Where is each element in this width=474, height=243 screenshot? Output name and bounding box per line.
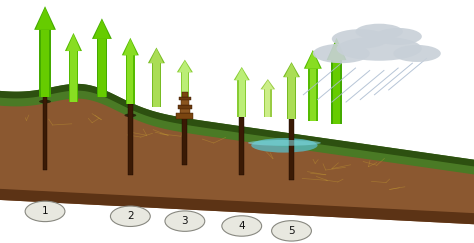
Bar bbox=[237, 79, 246, 117]
Bar bbox=[333, 60, 340, 124]
Bar bbox=[43, 97, 47, 170]
Bar bbox=[265, 89, 270, 117]
Polygon shape bbox=[66, 34, 81, 51]
Polygon shape bbox=[328, 39, 345, 60]
Ellipse shape bbox=[313, 44, 370, 63]
Bar bbox=[288, 77, 294, 119]
Bar bbox=[182, 107, 187, 165]
Text: 2: 2 bbox=[127, 211, 134, 221]
Polygon shape bbox=[327, 38, 346, 60]
Bar bbox=[39, 29, 51, 97]
Bar bbox=[239, 117, 244, 175]
Bar bbox=[128, 104, 133, 175]
Polygon shape bbox=[123, 39, 137, 55]
Text: 5: 5 bbox=[288, 226, 295, 236]
Bar bbox=[98, 39, 106, 97]
Bar bbox=[180, 108, 190, 113]
Bar bbox=[179, 97, 191, 100]
Bar bbox=[308, 68, 318, 122]
Polygon shape bbox=[36, 7, 55, 30]
Ellipse shape bbox=[251, 138, 318, 153]
Circle shape bbox=[165, 211, 205, 231]
Ellipse shape bbox=[374, 28, 422, 45]
Ellipse shape bbox=[337, 36, 422, 61]
Bar bbox=[264, 88, 272, 117]
Polygon shape bbox=[235, 68, 248, 80]
Text: 1: 1 bbox=[42, 206, 48, 217]
Bar bbox=[70, 51, 76, 102]
Polygon shape bbox=[178, 61, 191, 72]
Polygon shape bbox=[148, 48, 165, 63]
Polygon shape bbox=[0, 85, 474, 174]
Ellipse shape bbox=[356, 24, 403, 40]
Polygon shape bbox=[262, 80, 273, 89]
Bar bbox=[239, 80, 245, 117]
Bar bbox=[176, 113, 193, 119]
Ellipse shape bbox=[332, 29, 389, 49]
Bar bbox=[182, 72, 188, 107]
Polygon shape bbox=[122, 38, 139, 55]
Text: 3: 3 bbox=[182, 216, 188, 226]
Bar bbox=[331, 60, 342, 124]
Polygon shape bbox=[304, 50, 322, 69]
Ellipse shape bbox=[39, 100, 51, 103]
Bar bbox=[69, 50, 78, 102]
Bar bbox=[181, 71, 189, 107]
Bar bbox=[41, 30, 49, 97]
Polygon shape bbox=[149, 49, 164, 63]
Polygon shape bbox=[92, 18, 112, 39]
Bar bbox=[152, 62, 161, 107]
Polygon shape bbox=[34, 6, 56, 30]
Bar bbox=[153, 63, 159, 107]
Polygon shape bbox=[93, 19, 110, 39]
Polygon shape bbox=[261, 79, 275, 89]
Polygon shape bbox=[234, 67, 250, 80]
Bar bbox=[178, 104, 192, 109]
Bar bbox=[310, 69, 316, 122]
Circle shape bbox=[110, 206, 150, 226]
Polygon shape bbox=[0, 85, 474, 166]
Polygon shape bbox=[284, 63, 299, 77]
Circle shape bbox=[272, 221, 311, 241]
Polygon shape bbox=[283, 62, 300, 77]
Bar bbox=[182, 92, 188, 97]
Text: 4: 4 bbox=[238, 221, 245, 231]
Polygon shape bbox=[305, 51, 320, 69]
Bar bbox=[97, 38, 107, 97]
Ellipse shape bbox=[393, 45, 441, 62]
Polygon shape bbox=[65, 33, 82, 51]
Bar bbox=[127, 55, 134, 104]
Ellipse shape bbox=[248, 140, 321, 146]
Circle shape bbox=[25, 201, 65, 222]
Polygon shape bbox=[0, 190, 474, 224]
Bar bbox=[287, 76, 296, 119]
Bar bbox=[289, 119, 294, 180]
Circle shape bbox=[222, 216, 262, 236]
Ellipse shape bbox=[124, 113, 137, 117]
Polygon shape bbox=[0, 98, 474, 224]
Polygon shape bbox=[177, 60, 193, 72]
Bar bbox=[126, 55, 135, 104]
Bar bbox=[181, 99, 189, 105]
